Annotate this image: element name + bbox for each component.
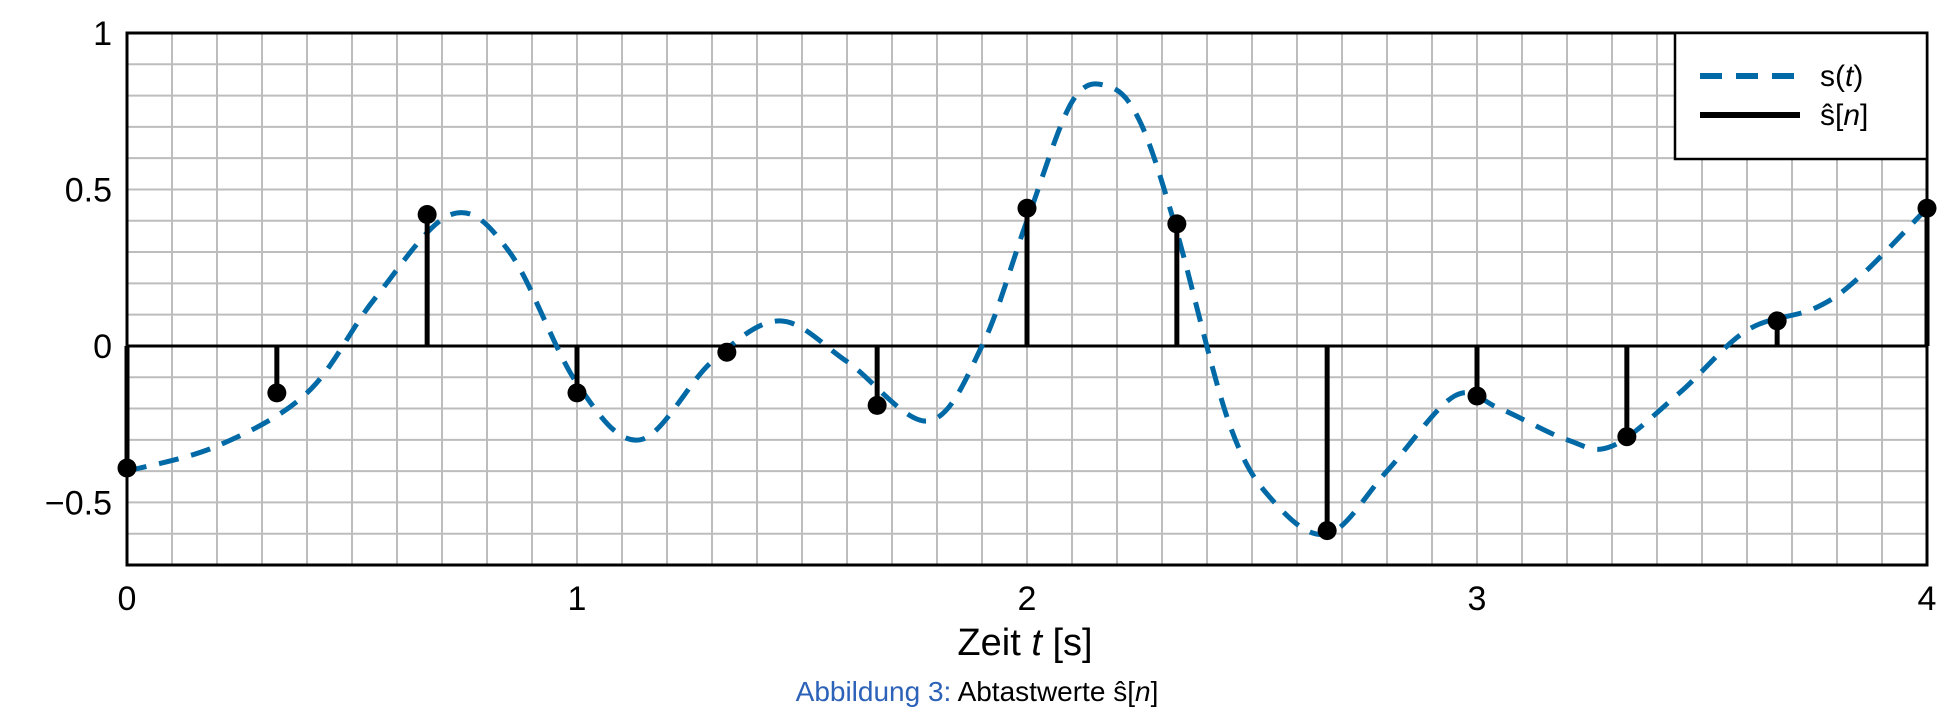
legend-s-hat-n-prefix: ŝ[ (1820, 99, 1844, 132)
x-axis-label-unit: [s] (1042, 622, 1093, 664)
x-tick-label: 3 (1468, 580, 1487, 618)
stem-marker (1467, 386, 1487, 406)
x-tick-label: 1 (568, 580, 587, 618)
x-tick-label: 2 (1018, 580, 1037, 618)
stem-marker (1017, 198, 1037, 218)
x-tick-label: 0 (118, 580, 137, 618)
stem-marker (1767, 311, 1787, 331)
x-axis-label-var: t (1031, 622, 1043, 664)
caption-var-suffix: ] (1150, 676, 1159, 707)
x-axis-label: Zeit t [s] (957, 622, 1092, 664)
legend-s-t-var: t (1845, 60, 1855, 93)
caption-var-prefix: ŝ[ (1113, 676, 1135, 707)
stem-marker (567, 383, 587, 403)
y-tick-label: 1 (93, 15, 112, 53)
y-tick-label: −0.5 (45, 484, 112, 522)
stem-marker (867, 395, 887, 415)
legend-s-t-suffix: ) (1853, 60, 1863, 93)
y-tick-label: 0 (93, 328, 112, 366)
stem-marker (717, 342, 737, 362)
legend-s-t-prefix: s( (1820, 60, 1845, 93)
x-tick-label: 4 (1918, 580, 1937, 618)
caption-text: Abtastwerte (957, 676, 1114, 707)
legend-s-hat-n-suffix: ] (1860, 99, 1868, 132)
legend-label-s-hat-n: ŝ[n] (1820, 99, 1868, 132)
stem-marker (1317, 521, 1337, 541)
series-line-s-t (126, 81, 1929, 538)
plot-frame (125, 31, 1929, 567)
stem-marker (267, 383, 287, 403)
figure-caption: Abbildung 3: Abtastwerte ŝ[n] (0, 676, 1954, 708)
stem-marker (1617, 427, 1637, 447)
caption-var: n (1134, 676, 1151, 707)
y-tick-labels: −0.5 0 0.5 1 (45, 15, 112, 522)
caption-prefix: Abbildung 3: (795, 676, 952, 707)
stem-marker (417, 205, 437, 225)
legend: s(t) ŝ[n] (1673, 31, 1929, 161)
y-tick-label: 0.5 (65, 171, 112, 209)
stem-marker (1167, 214, 1187, 234)
legend-label-s-t: s(t) (1820, 60, 1863, 93)
legend-box (1673, 31, 1929, 161)
x-tick-labels: 0 1 2 3 4 (118, 580, 1937, 618)
x-axis-label-prefix: Zeit (957, 622, 1031, 664)
legend-s-hat-n-var: n (1843, 99, 1860, 132)
